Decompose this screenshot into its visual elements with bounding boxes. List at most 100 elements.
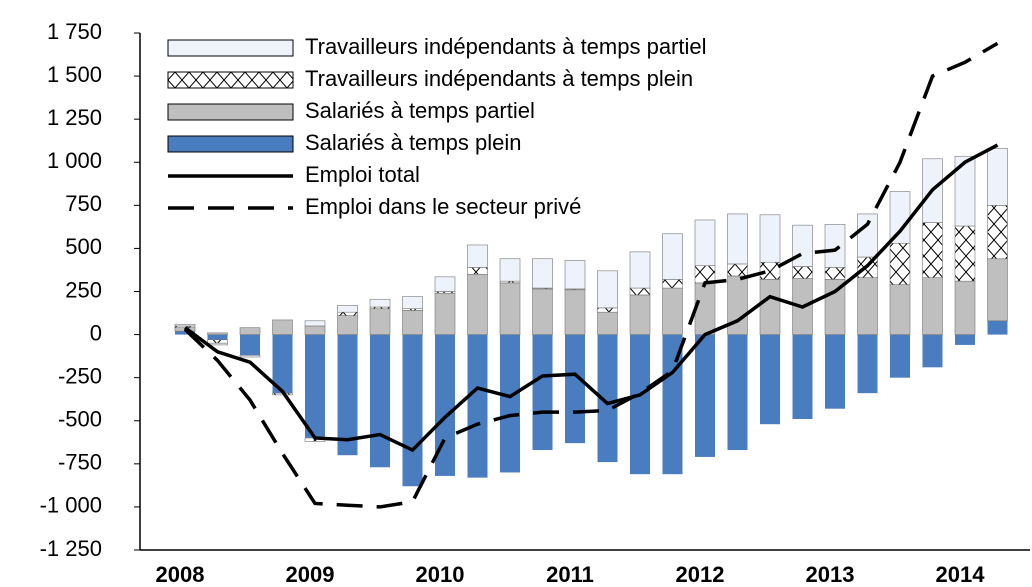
bar-segment — [597, 307, 618, 313]
bar-segment — [630, 334, 650, 475]
bar-segment — [662, 233, 683, 280]
bar-segment — [337, 315, 358, 335]
y-tick-label: 0 — [90, 320, 102, 345]
bar-segment — [597, 311, 618, 335]
bar-segment — [662, 279, 683, 289]
bar-segment — [727, 275, 748, 335]
y-tick-label: -750 — [58, 450, 102, 475]
bar-segment — [987, 205, 1008, 260]
x-tick-label: 2014 — [936, 562, 986, 587]
bar-segment — [955, 334, 975, 345]
bar-segment — [597, 334, 618, 463]
legend-label: Emploi dans le secteur privé — [305, 194, 581, 219]
bar-segment — [954, 280, 976, 335]
bar-segment — [694, 265, 716, 284]
bar-segment — [890, 334, 910, 378]
bar-segment — [467, 334, 488, 478]
legend-swatch — [167, 39, 294, 57]
bar-segment — [272, 334, 293, 394]
bar-segment — [402, 334, 423, 487]
bar-segment — [434, 292, 456, 335]
y-tick-label: 1 750 — [47, 19, 102, 44]
legend-swatch — [167, 103, 294, 121]
bar-segment — [337, 311, 358, 316]
bar-segment — [467, 244, 488, 268]
bar-segment — [499, 258, 521, 282]
bar-segment — [370, 334, 390, 468]
bar-segment — [824, 223, 846, 268]
bar-segment — [207, 334, 228, 340]
bar-segment — [987, 320, 1008, 335]
y-tick-label: -250 — [58, 363, 102, 388]
bar-segment — [792, 334, 813, 420]
legend-swatch — [167, 135, 294, 153]
bar-segment — [825, 334, 845, 409]
bar-segment — [792, 266, 813, 279]
y-tick-label: 500 — [65, 234, 102, 259]
bar-segment — [792, 224, 813, 267]
bar-segment — [889, 242, 911, 285]
bar-segment — [857, 277, 878, 335]
bar-segment — [272, 319, 293, 335]
y-tick-label: 250 — [65, 277, 102, 302]
bar-segment — [402, 296, 423, 310]
bar-segment — [759, 279, 781, 335]
legend-label: Travailleurs indépendants à temps partie… — [305, 34, 707, 59]
bar-segment — [402, 310, 423, 335]
x-tick-label: 2010 — [416, 562, 465, 587]
bar-segment — [305, 334, 325, 438]
bar-segment — [759, 214, 781, 263]
bar-segment — [597, 270, 618, 309]
bar-segment — [499, 282, 521, 335]
bar-segment — [239, 327, 261, 335]
bar-segment — [467, 273, 488, 335]
bar-segment — [922, 334, 943, 368]
legend-label: Travailleurs indépendants à temps plein — [305, 66, 693, 91]
bar-segment — [694, 282, 716, 335]
bar-segment — [564, 260, 586, 290]
x-tick-label: 2012 — [676, 562, 725, 587]
bar-segment — [954, 155, 976, 227]
bar-segment — [857, 213, 878, 258]
dashed-line — [183, 41, 999, 509]
bar-segment — [174, 323, 196, 327]
bar-segment — [987, 258, 1008, 322]
y-tick-label: 750 — [65, 191, 102, 216]
bar-segment — [175, 331, 195, 335]
bar-segment — [889, 191, 911, 244]
bar-segment — [629, 251, 651, 289]
bar-segment — [662, 287, 683, 335]
bar-segment — [207, 339, 228, 344]
bar-segment — [694, 219, 716, 266]
y-tick-label: 1 000 — [47, 148, 102, 173]
bar-segment — [500, 334, 520, 473]
bar-segment — [857, 334, 878, 394]
x-tick-label: 2009 — [286, 562, 335, 587]
line — [183, 143, 999, 453]
bar-segment — [532, 334, 553, 451]
legend-label: Emploi total — [305, 162, 420, 187]
bar-segment — [889, 284, 911, 335]
bar-segment — [695, 334, 715, 457]
bar-segment — [662, 334, 683, 475]
bar-segment — [760, 334, 780, 425]
bar-segment — [565, 334, 585, 444]
x-tick-label: 2011 — [546, 562, 594, 587]
legend-swatch — [167, 71, 294, 89]
y-tick-label: 1 250 — [47, 105, 102, 130]
y-tick-label: -1 250 — [40, 536, 102, 561]
bar-segment — [304, 325, 326, 335]
bar-segment — [954, 225, 976, 282]
bar-segment — [240, 334, 260, 356]
x-tick-label: 2013 — [806, 562, 855, 587]
bar-segment — [987, 148, 1008, 206]
bar-segment — [532, 258, 553, 289]
x-tick-label: 2008 — [156, 562, 205, 587]
bar-segment — [922, 277, 943, 335]
bar-segment — [337, 334, 358, 456]
bar-segment — [727, 334, 748, 451]
bar-segment — [434, 276, 456, 292]
legend-label: Salariés à temps plein — [305, 130, 521, 155]
bar-segment — [369, 308, 391, 335]
